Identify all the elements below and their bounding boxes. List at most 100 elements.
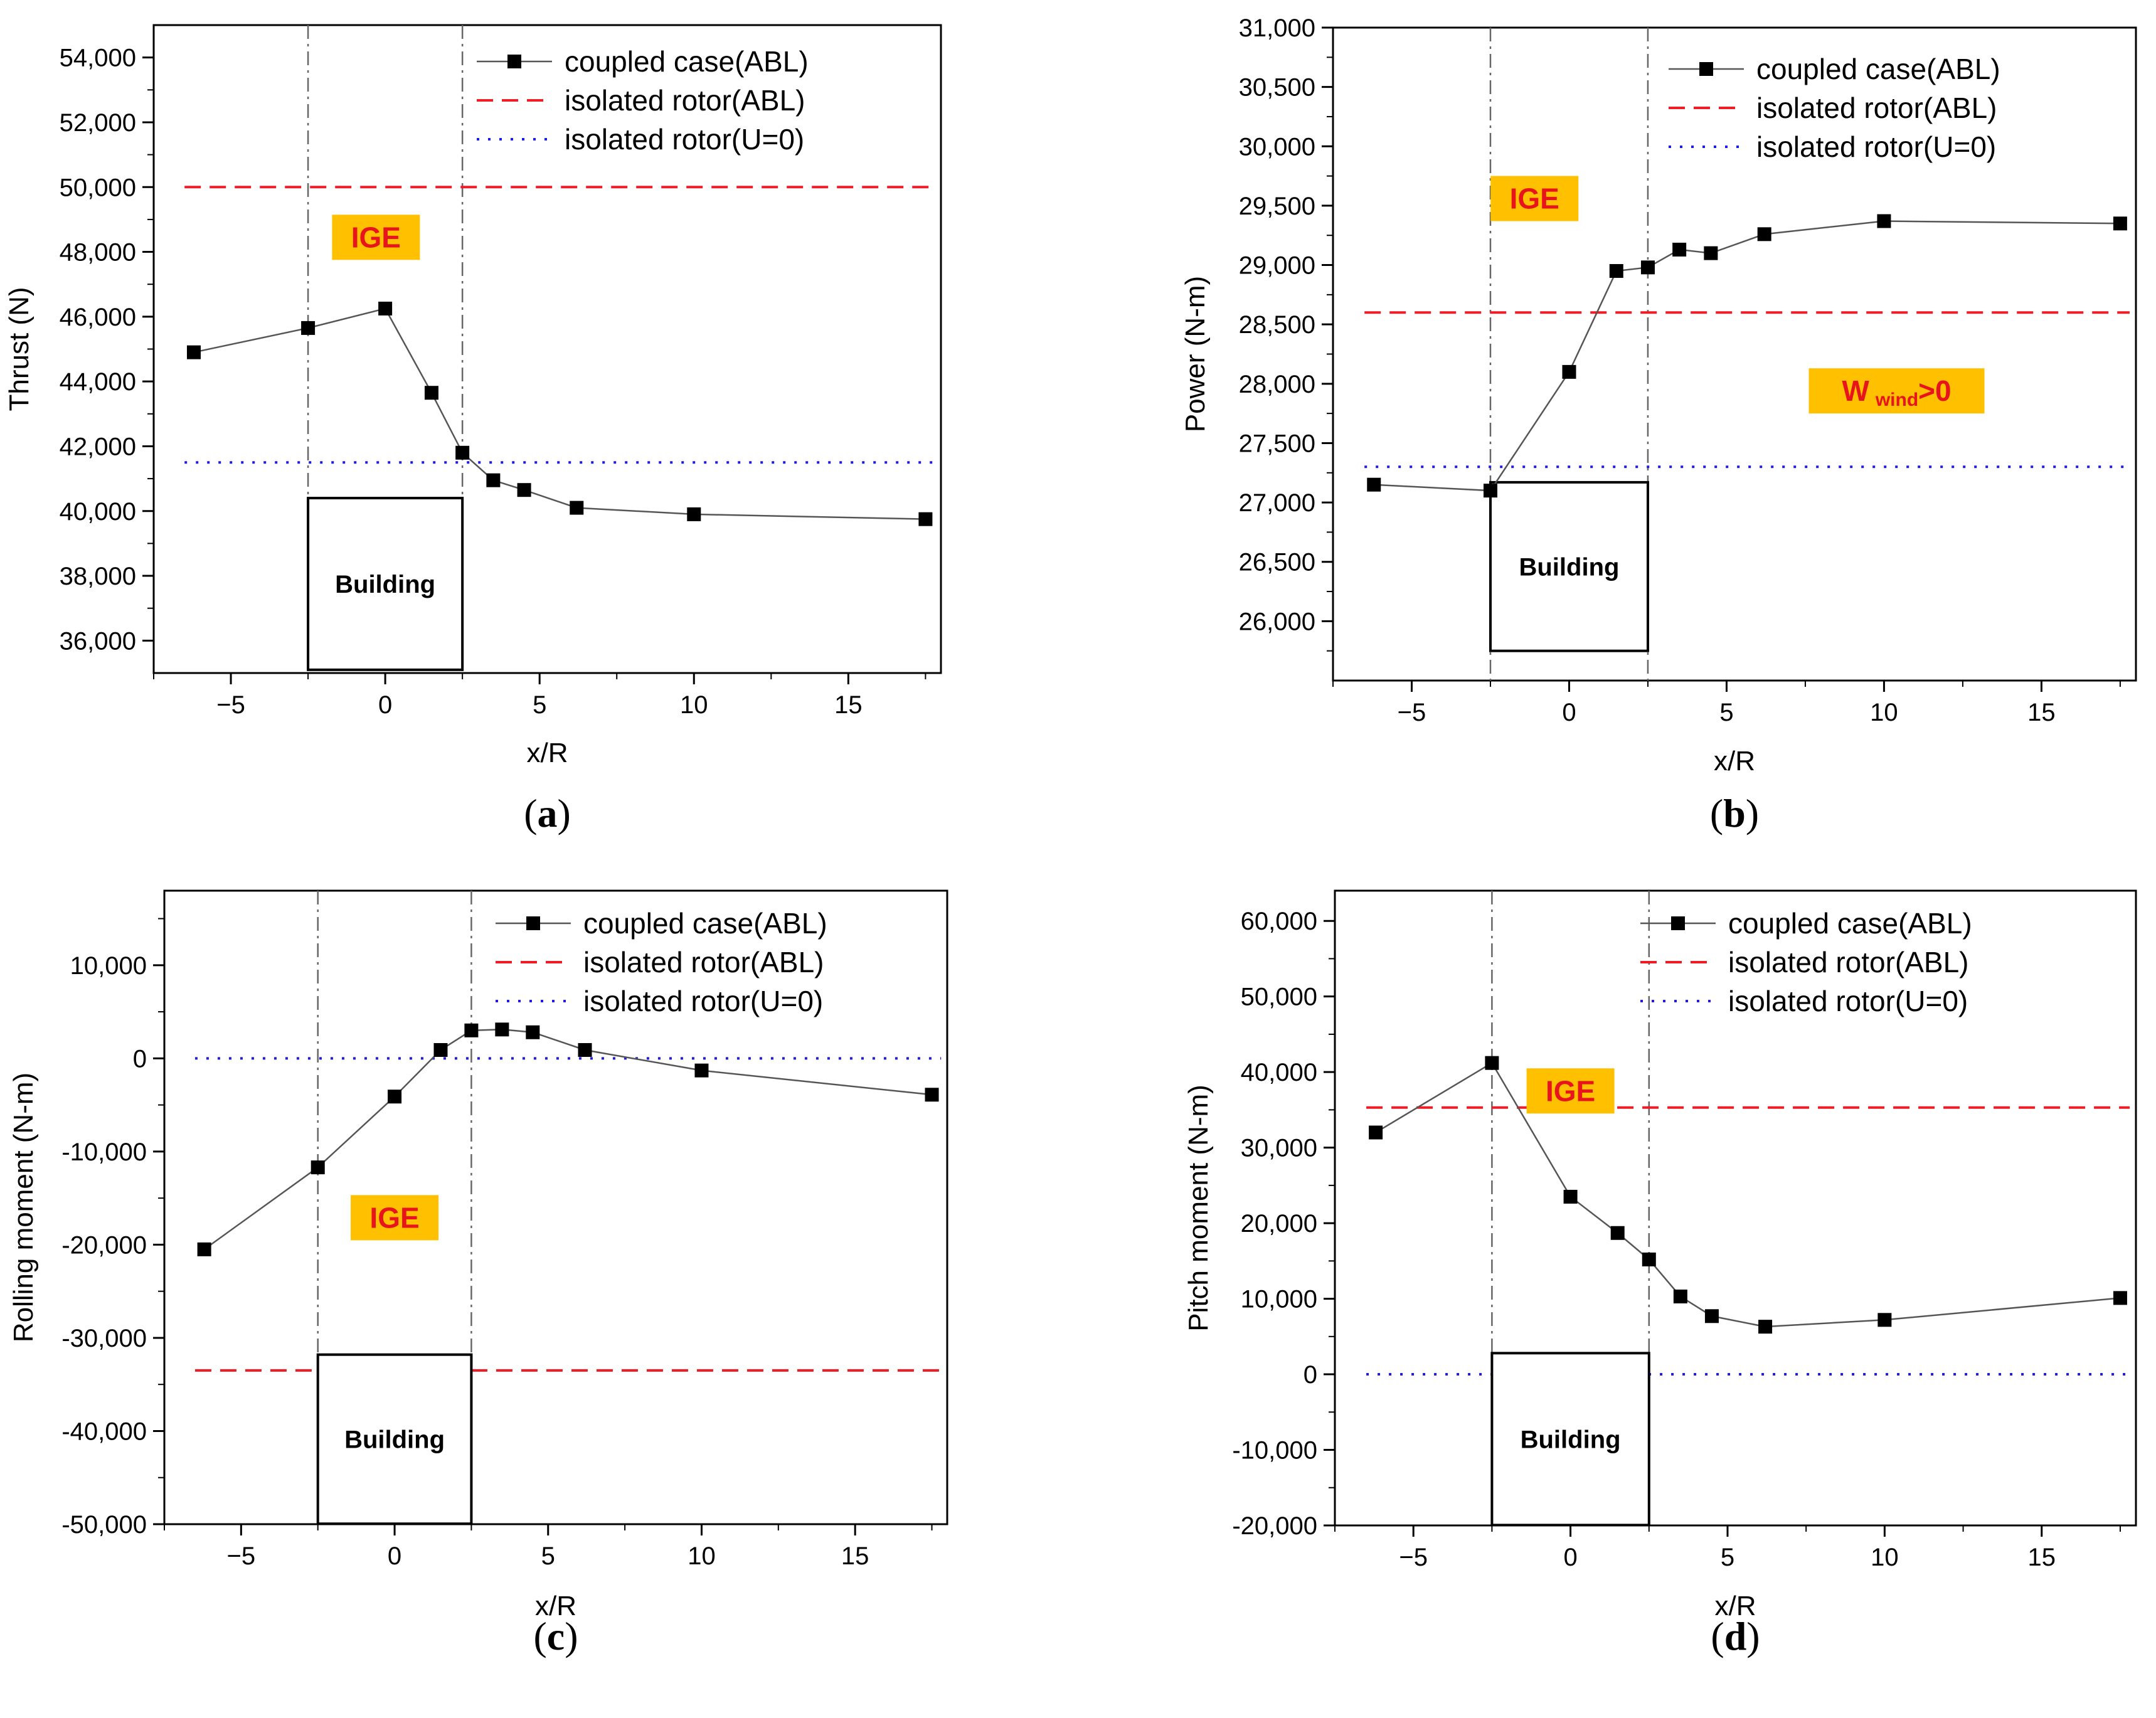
legend-marker	[1699, 62, 1713, 76]
badge-subscript: wind	[1875, 390, 1918, 410]
data-point	[197, 1242, 211, 1256]
y-axis-label: Power (N-m)	[1180, 276, 1211, 432]
y-axis-label: Pitch moment (N-m)	[1183, 1084, 1214, 1332]
y-tick-label: 26,000	[1239, 608, 1315, 635]
data-point	[301, 321, 316, 335]
y-axis-label: Thrust (N)	[4, 287, 35, 411]
y-tick-label: 10,000	[70, 952, 147, 980]
legend-entry: coupled case(ABL)	[565, 45, 809, 78]
y-tick-label: 28,000	[1239, 371, 1315, 398]
x-tick-label: 15	[2027, 699, 2056, 726]
data-point	[464, 1023, 479, 1037]
y-tick-label: 40,000	[1241, 1059, 1317, 1086]
data-point	[455, 445, 470, 460]
plot-frame	[163, 889, 948, 1525]
data-point	[388, 1090, 402, 1104]
panel-label: (d)	[1711, 1614, 1760, 1658]
data-point	[925, 1088, 939, 1102]
panel-pitch-moment: −5 0 5 10 15 -20,000 -10,000 0 10,000 20,000 30,00…	[1183, 889, 2137, 1658]
data-point	[1369, 1125, 1383, 1140]
legend-entry: coupled case(ABL)	[1756, 53, 2000, 85]
ige-badge	[1808, 368, 1985, 414]
legend-marker	[507, 55, 521, 68]
panel-label-letter: d	[1724, 1614, 1747, 1658]
legend-entry: isolated rotor(U=0)	[583, 985, 823, 1017]
y-tick-label: -40,000	[61, 1418, 147, 1445]
y-tick-label: 38,000	[60, 563, 136, 590]
data-point	[1483, 484, 1497, 498]
badge-main: IGE	[1546, 1074, 1595, 1107]
x-tick-label: 5	[533, 691, 546, 719]
badge-main: IGE	[1510, 183, 1559, 215]
panel-label-open: (	[524, 791, 537, 835]
panel-label: (b)	[1710, 791, 1759, 835]
y-tick-label: 60,000	[1241, 908, 1317, 935]
y-tick-label: 30,500	[1239, 74, 1315, 102]
x-tick-label: −5	[1399, 1544, 1428, 1571]
data-point	[578, 1042, 592, 1057]
y-tick-label: 28,500	[1239, 311, 1315, 339]
y-tick-label: 54,000	[60, 45, 136, 72]
data-point	[570, 501, 584, 515]
data-point	[1610, 1226, 1625, 1240]
y-tick-label: -10,000	[61, 1138, 147, 1166]
panel-label-close: )	[558, 791, 571, 835]
panel-power: −5 0 5 10 15 26,000 26,500 27,000 27,500 28,000 28…	[1180, 14, 2137, 835]
x-axis-label: x/R	[1714, 746, 1755, 777]
data-point	[486, 473, 501, 487]
panel-label-letter: a	[538, 791, 558, 835]
panel-label-close: )	[565, 1614, 578, 1658]
data-point	[1563, 1189, 1578, 1204]
data-point	[495, 1022, 509, 1037]
legend-entry: isolated rotor(U=0)	[1728, 985, 1968, 1017]
data-point	[1877, 214, 1891, 228]
data-point	[1642, 1252, 1656, 1266]
data-point	[526, 1025, 540, 1039]
y-tick-label: 27,000	[1239, 489, 1315, 517]
y-tick-label: -50,000	[61, 1511, 147, 1539]
data-point	[378, 301, 393, 315]
badge-label: IGE	[369, 1201, 419, 1234]
data-point	[2113, 216, 2127, 231]
legend-marker	[1671, 916, 1685, 930]
x-tick-label: −5	[227, 1542, 256, 1570]
y-axis-label: Rolling moment (N-m)	[8, 1073, 39, 1342]
y-tick-label: 0	[133, 1045, 147, 1073]
building-label: Building	[335, 571, 435, 598]
panel-thrust: −5 0 5 10 15 36,000 38,000 40,000 42,000 44,000 46…	[4, 24, 942, 835]
legend-entry: isolated rotor(ABL)	[583, 946, 824, 978]
panel-label-close: )	[1746, 791, 1759, 835]
x-tick-label: 10	[1871, 1544, 1899, 1571]
y-tick-label: 50,000	[1241, 984, 1317, 1011]
data-point	[424, 386, 438, 400]
x-axis-label: x/R	[527, 738, 568, 768]
panel-label-open: (	[533, 1614, 546, 1658]
panel-label-close: )	[1746, 1614, 1760, 1658]
x-tick-label: 0	[1562, 699, 1576, 726]
ige-badge	[351, 1195, 439, 1241]
y-tick-label: 26,500	[1239, 549, 1315, 576]
data-point	[1367, 477, 1381, 492]
y-tick-label: 50,000	[60, 174, 136, 201]
x-tick-label: 10	[680, 691, 708, 719]
data-point	[517, 483, 531, 497]
x-tick-label: 5	[1719, 699, 1733, 726]
y-tick-label: -20,000	[1232, 1512, 1317, 1540]
plot-frame	[1334, 889, 2137, 1527]
y-tick-label: 40,000	[60, 498, 136, 526]
building-box	[307, 497, 464, 671]
data-point	[1758, 1320, 1773, 1334]
building-box	[1490, 1352, 1650, 1527]
data-point	[1757, 227, 1771, 241]
plot-frame	[1332, 26, 2137, 682]
data-point	[1704, 246, 1718, 260]
y-tick-label: 29,500	[1239, 193, 1315, 220]
legend-marker	[526, 916, 540, 930]
data-point	[918, 512, 933, 526]
y-tick-label: 27,500	[1239, 430, 1315, 457]
coupled-case-line	[1374, 220, 2120, 492]
data-point	[311, 1160, 325, 1175]
y-tick-label: 48,000	[60, 239, 136, 267]
data-point	[1562, 364, 1576, 379]
